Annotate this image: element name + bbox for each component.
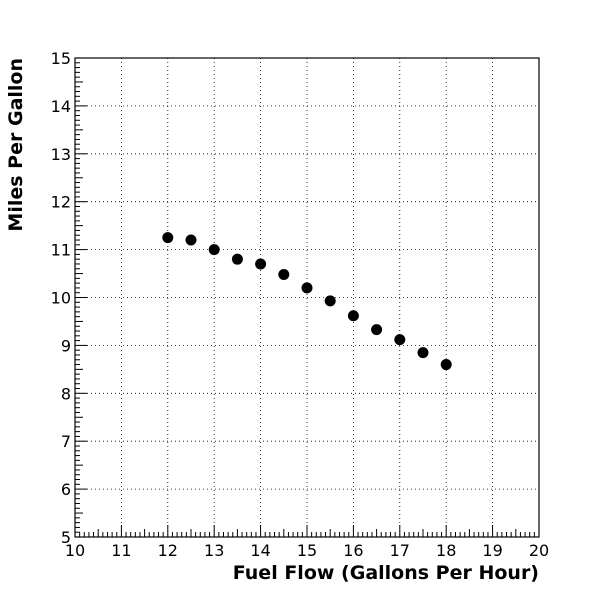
data-point (255, 258, 267, 270)
grid-lines (75, 58, 539, 537)
x-axis-label: Fuel Flow (Gallons Per Hour) (233, 562, 539, 584)
data-point (208, 244, 220, 256)
x-tick-label: 19 (482, 541, 502, 560)
data-points (162, 232, 452, 371)
x-tick-label: 14 (250, 541, 270, 560)
minor-ticks (74, 57, 540, 538)
x-tick-label: 18 (436, 541, 456, 560)
x-tick-label: 20 (529, 541, 549, 560)
x-axis-tick-labels: 10 11 12 13 14 15 16 17 18 19 20 (65, 541, 549, 560)
y-tick-label: 5 (61, 528, 71, 547)
x-tick-label: 16 (343, 541, 363, 560)
x-tick-label: 12 (158, 541, 178, 560)
y-tick-label: 15 (51, 49, 71, 68)
data-point (278, 269, 290, 281)
x-tick-label: 15 (297, 541, 317, 560)
y-tick-label: 7 (61, 432, 71, 451)
y-tick-label: 6 (61, 480, 71, 499)
data-point (394, 334, 406, 346)
y-tick-label: 8 (61, 384, 71, 403)
data-point (417, 347, 429, 359)
y-axis-label: Miles Per Gallon (5, 58, 27, 232)
y-tick-label: 9 (61, 336, 71, 355)
y-tick-label: 11 (51, 241, 71, 260)
data-point (371, 324, 383, 336)
plot-area-frame (74, 57, 540, 538)
y-tick-label: 10 (51, 289, 71, 308)
data-point (162, 232, 174, 244)
y-tick-label: 12 (51, 193, 71, 212)
data-point (301, 282, 313, 294)
data-point (324, 295, 336, 307)
x-tick-label: 17 (390, 541, 410, 560)
y-tick-label: 13 (51, 145, 71, 164)
y-axis-tick-labels: 5 6 7 8 9 10 11 12 13 14 15 (51, 49, 71, 547)
data-point (231, 253, 243, 265)
x-tick-label: 13 (204, 541, 224, 560)
data-point (347, 310, 359, 322)
x-tick-label: 11 (111, 541, 131, 560)
x-tick-label: 10 (65, 541, 85, 560)
data-point (440, 359, 452, 371)
data-point (185, 234, 197, 246)
y-tick-label: 14 (51, 97, 71, 116)
